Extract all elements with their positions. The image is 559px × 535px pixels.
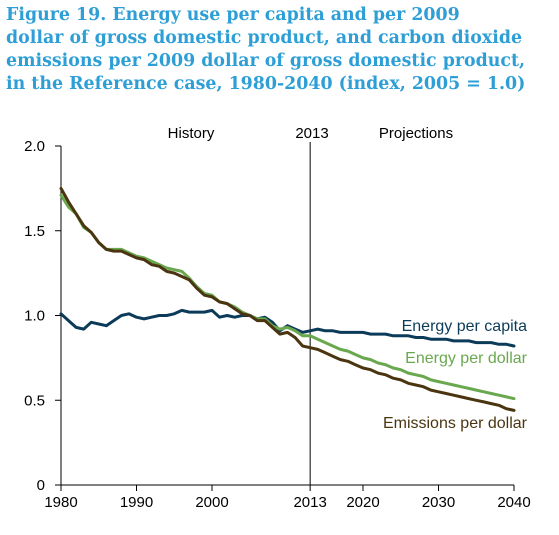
series-layer — [59, 186, 516, 412]
x-tick-label: 2000 — [195, 494, 228, 511]
series-label-energy-per-capita: Energy per capita — [402, 318, 528, 335]
x-tick-label: 2013 — [293, 494, 326, 511]
axes: 0 0.5 1.0 1.5 2.0 1980 1990 2000 2013 2020 2030 204… — [24, 138, 531, 511]
chart-title: Figure 19. Energy use per capita and per… — [6, 4, 554, 96]
series-line-energy-per-capita — [59, 308, 516, 348]
series-line-emissions-per-dollar — [59, 186, 516, 412]
title-line-4: in the Reference case, 1980-2040 (index,… — [6, 74, 526, 94]
series-label-emissions-per-dollar: Emissions per dollar — [383, 415, 528, 432]
title-line-2: dollar of gross domestic product, and ca… — [6, 28, 523, 48]
x-tick-label: 2040 — [497, 494, 530, 511]
y-tick-label: 1.0 — [24, 308, 45, 325]
projections-label: Projections — [379, 125, 453, 142]
x-tick-label: 2020 — [346, 494, 379, 511]
series-line-energy-per-dollar — [59, 193, 516, 401]
x-tick-label: 1980 — [44, 494, 77, 511]
series-label-energy-per-dollar: Energy per dollar — [405, 350, 528, 367]
y-tick-label: 0 — [37, 477, 45, 494]
y-tick-label: 2.0 — [24, 138, 45, 155]
title-line-3: emissions per 2009 dollar of gross domes… — [6, 51, 526, 71]
y-tick-label: 0.5 — [24, 392, 45, 409]
divider-year-label: 2013 — [295, 125, 328, 142]
x-tick-label: 1990 — [120, 494, 153, 511]
history-label: History — [168, 125, 215, 142]
y-tick-label: 1.5 — [24, 223, 45, 240]
x-tick-label: 2030 — [422, 494, 455, 511]
title-line-1: Figure 19. Energy use per capita and per… — [6, 5, 460, 25]
